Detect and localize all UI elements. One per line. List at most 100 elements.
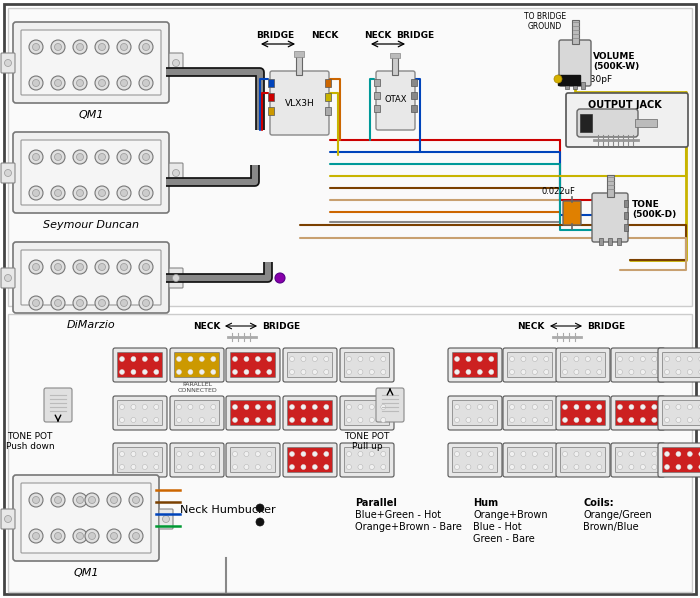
FancyBboxPatch shape: [226, 396, 280, 430]
FancyBboxPatch shape: [452, 401, 498, 426]
Bar: [268, 107, 274, 115]
FancyBboxPatch shape: [662, 352, 700, 377]
Text: BRIDGE: BRIDGE: [256, 31, 294, 40]
Circle shape: [370, 465, 374, 469]
Text: VLX3H: VLX3H: [285, 99, 314, 108]
Bar: [599, 238, 603, 245]
Circle shape: [32, 532, 39, 539]
Circle shape: [244, 404, 249, 410]
Circle shape: [51, 186, 65, 200]
FancyBboxPatch shape: [556, 348, 610, 382]
Circle shape: [324, 370, 329, 374]
FancyBboxPatch shape: [344, 401, 389, 426]
Circle shape: [699, 370, 700, 374]
Circle shape: [533, 417, 538, 423]
Text: Brown/Blue: Brown/Blue: [583, 522, 638, 532]
Circle shape: [120, 465, 125, 469]
Text: BRIDGE: BRIDGE: [587, 322, 625, 331]
Circle shape: [76, 264, 83, 270]
Circle shape: [466, 417, 471, 423]
Text: TONE POT
Pull up: TONE POT Pull up: [344, 432, 390, 451]
Circle shape: [232, 417, 237, 423]
Circle shape: [244, 356, 249, 362]
Circle shape: [521, 404, 526, 410]
Circle shape: [256, 356, 260, 362]
Circle shape: [597, 370, 602, 374]
Circle shape: [533, 451, 538, 456]
FancyBboxPatch shape: [344, 352, 389, 377]
Circle shape: [256, 404, 260, 410]
FancyBboxPatch shape: [230, 447, 276, 472]
Circle shape: [107, 529, 121, 543]
Circle shape: [640, 356, 645, 362]
Circle shape: [32, 154, 39, 160]
Circle shape: [142, 417, 148, 423]
Bar: [617, 238, 621, 245]
Circle shape: [131, 370, 136, 374]
Circle shape: [51, 260, 65, 274]
Circle shape: [55, 532, 62, 539]
Circle shape: [188, 370, 193, 374]
Circle shape: [32, 496, 39, 504]
Circle shape: [154, 356, 159, 362]
Circle shape: [358, 465, 363, 469]
Bar: [635, 119, 657, 127]
Circle shape: [199, 417, 204, 423]
Circle shape: [664, 404, 669, 410]
Text: TONE
(500K-D): TONE (500K-D): [632, 200, 676, 219]
Circle shape: [585, 451, 590, 456]
Bar: [411, 92, 417, 99]
FancyBboxPatch shape: [283, 396, 337, 430]
Circle shape: [131, 417, 136, 423]
Circle shape: [139, 40, 153, 54]
Bar: [294, 51, 304, 57]
Circle shape: [29, 260, 43, 274]
Circle shape: [652, 451, 657, 456]
Circle shape: [267, 356, 272, 362]
Circle shape: [76, 44, 83, 50]
Circle shape: [99, 190, 106, 197]
Circle shape: [131, 404, 136, 410]
Circle shape: [211, 370, 216, 374]
Circle shape: [699, 465, 700, 469]
Circle shape: [629, 417, 634, 423]
Circle shape: [73, 150, 87, 164]
Circle shape: [358, 451, 363, 456]
FancyBboxPatch shape: [611, 396, 665, 430]
Circle shape: [629, 404, 634, 410]
Circle shape: [117, 150, 131, 164]
Circle shape: [477, 451, 482, 456]
Circle shape: [120, 370, 125, 374]
Circle shape: [477, 404, 482, 410]
FancyBboxPatch shape: [662, 447, 700, 472]
Circle shape: [176, 370, 181, 374]
Text: Orange+Brown - Bare: Orange+Brown - Bare: [355, 522, 462, 532]
Circle shape: [131, 451, 136, 456]
Circle shape: [267, 404, 272, 410]
Text: BRIDGE: BRIDGE: [396, 31, 434, 40]
Circle shape: [676, 451, 681, 456]
FancyBboxPatch shape: [226, 443, 280, 477]
Circle shape: [76, 154, 83, 160]
Circle shape: [55, 496, 62, 504]
Circle shape: [188, 417, 193, 423]
Text: NECK: NECK: [193, 322, 220, 331]
Circle shape: [652, 356, 657, 362]
Circle shape: [563, 451, 568, 456]
Circle shape: [617, 404, 622, 410]
FancyBboxPatch shape: [559, 40, 591, 86]
Circle shape: [597, 404, 602, 410]
Circle shape: [267, 417, 272, 423]
Circle shape: [381, 404, 386, 410]
Circle shape: [301, 465, 306, 469]
Bar: [8, 8, 692, 306]
Circle shape: [640, 370, 645, 374]
Circle shape: [4, 515, 11, 523]
Circle shape: [687, 465, 692, 469]
Circle shape: [617, 356, 622, 362]
Text: Orange/Green: Orange/Green: [583, 510, 652, 520]
Bar: [581, 82, 585, 89]
Circle shape: [32, 300, 39, 307]
Circle shape: [358, 417, 363, 423]
Circle shape: [99, 264, 106, 270]
